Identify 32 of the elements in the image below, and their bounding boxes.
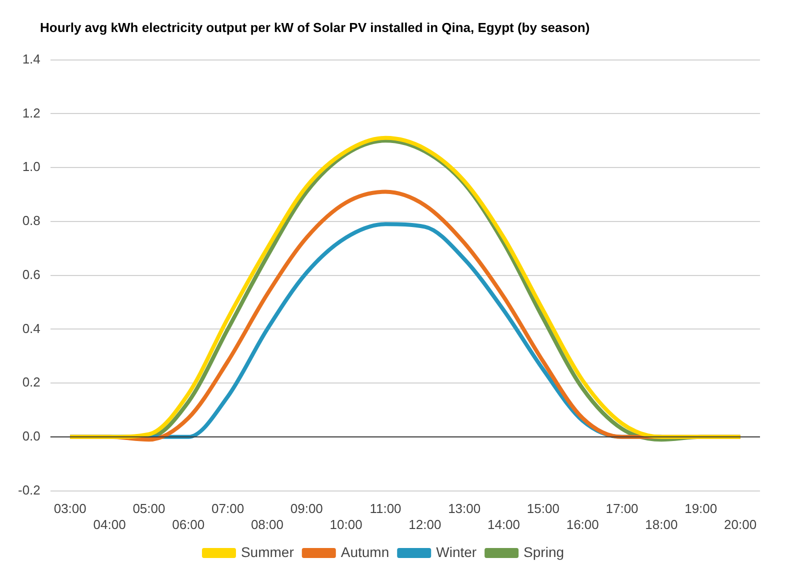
legend-label: Autumn	[340, 544, 390, 560]
x-tick-label: 20:00	[724, 516, 757, 532]
legend-label: Spring	[524, 544, 564, 560]
x-tick-label: 06:00	[172, 516, 205, 532]
x-tick-label: 05:00	[132, 501, 166, 516]
x-tick-label: 04:00	[93, 516, 126, 532]
x-tick-label: 11:00	[370, 501, 402, 516]
y-tick-label: 0.4	[22, 320, 40, 336]
y-tick-label: 1.2	[22, 105, 40, 120]
y-tick-label: 0.6	[22, 266, 40, 282]
x-tick-label: 10:00	[330, 516, 362, 532]
x-tick-label: 15:00	[526, 501, 560, 516]
x-tick-label: 09:00	[290, 501, 323, 516]
x-tick-label: 03:00	[54, 501, 86, 516]
x-tick-label: 07:00	[212, 501, 244, 516]
chart-title: Hourly avg kWh electricity output per kW of Solar PV installed in Qina, Egypt (by season)	[39, 19, 591, 37]
y-tick-label: 0.2	[22, 374, 40, 390]
x-tick-label: 16:00	[566, 516, 599, 532]
legend-label: Summer	[240, 544, 294, 560]
x-tick-label: 17:00	[606, 501, 638, 516]
x-tick-label: 19:00	[684, 501, 718, 516]
y-tick-label: 1.0	[22, 159, 40, 174]
legend-label: Winter	[436, 544, 477, 560]
y-tick-label: 0.0	[22, 428, 40, 444]
x-tick-label: 14:00	[487, 516, 520, 532]
y-tick-label: 0.8	[22, 213, 40, 228]
x-tick-label: 18:00	[645, 516, 678, 532]
y-tick-label: 1.4	[22, 51, 40, 66]
x-tick-label: 12:00	[408, 516, 442, 532]
x-tick-label: 13:00	[448, 501, 481, 516]
x-tick-label: 08:00	[250, 516, 284, 532]
y-tick-label: -0.2	[18, 482, 40, 498]
